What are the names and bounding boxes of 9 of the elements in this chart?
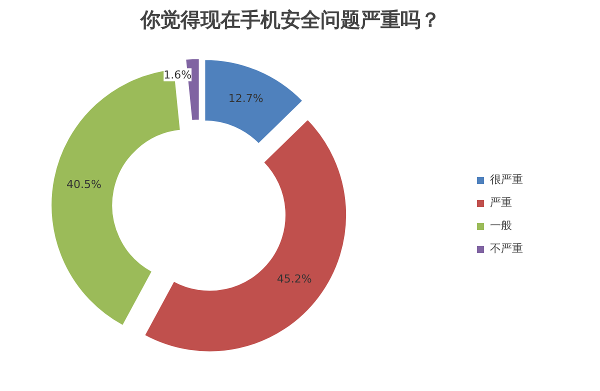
legend-label: 不严重: [490, 241, 523, 256]
legend-label: 很严重: [490, 172, 523, 187]
data-label: 1.6%: [164, 68, 192, 82]
chart-title: 你觉得现在手机安全问题严重吗？: [140, 8, 440, 32]
legend-label: 一般: [490, 218, 512, 233]
data-label: 45.2%: [276, 272, 312, 286]
legend-label: 严重: [490, 195, 512, 210]
data-label: 12.7%: [228, 92, 264, 106]
data-label: 40.5%: [66, 178, 102, 191]
